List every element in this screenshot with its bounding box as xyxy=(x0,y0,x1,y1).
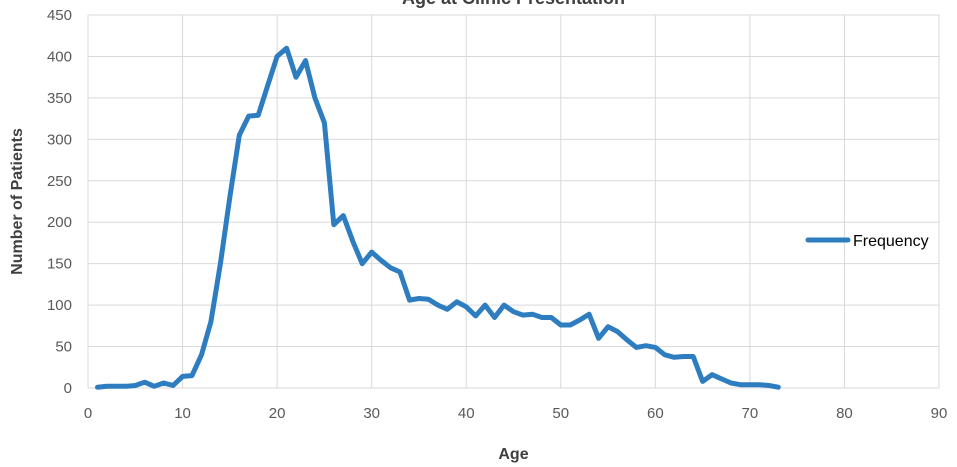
y-tick-label: 400 xyxy=(47,48,72,65)
y-tick-label: 350 xyxy=(47,90,72,107)
y-tick-label: 100 xyxy=(47,297,72,314)
x-axis-title: Age xyxy=(498,446,528,463)
x-tick-label: 20 xyxy=(269,405,286,422)
x-tick-label: 80 xyxy=(836,405,853,422)
y-tick-label: 250 xyxy=(47,173,72,190)
x-tick-label: 50 xyxy=(552,405,569,422)
y-tick-label: 150 xyxy=(47,256,72,273)
y-tick-label: 300 xyxy=(47,131,72,148)
x-tick-label: 10 xyxy=(174,405,191,422)
legend: Frequency xyxy=(805,233,929,250)
y-tick-label: 50 xyxy=(55,339,72,356)
gridlines xyxy=(87,14,940,389)
series-lines xyxy=(95,45,781,390)
x-tick-label: 60 xyxy=(647,405,664,422)
y-tick-label: 200 xyxy=(47,214,72,231)
y-tick-label: 450 xyxy=(47,7,72,24)
x-tick-label: 40 xyxy=(458,405,475,422)
x-tick-label: 0 xyxy=(84,405,92,422)
legend-label-frequency: Frequency xyxy=(853,233,929,250)
chart-title: Age at Clinic Presentation xyxy=(402,0,625,8)
y-tick-labels: 0 50 100 150 200 250 300 350 400 450 xyxy=(47,7,72,397)
x-tick-labels: 0 10 20 30 40 50 60 70 80 90 xyxy=(84,405,948,422)
x-tick-label: 90 xyxy=(931,405,948,422)
y-tick-label: 0 xyxy=(64,380,72,397)
series-line-frequency xyxy=(95,45,781,390)
y-axis-title: Number of Patients xyxy=(9,128,26,275)
x-tick-label: 30 xyxy=(363,405,380,422)
x-tick-label: 70 xyxy=(742,405,759,422)
